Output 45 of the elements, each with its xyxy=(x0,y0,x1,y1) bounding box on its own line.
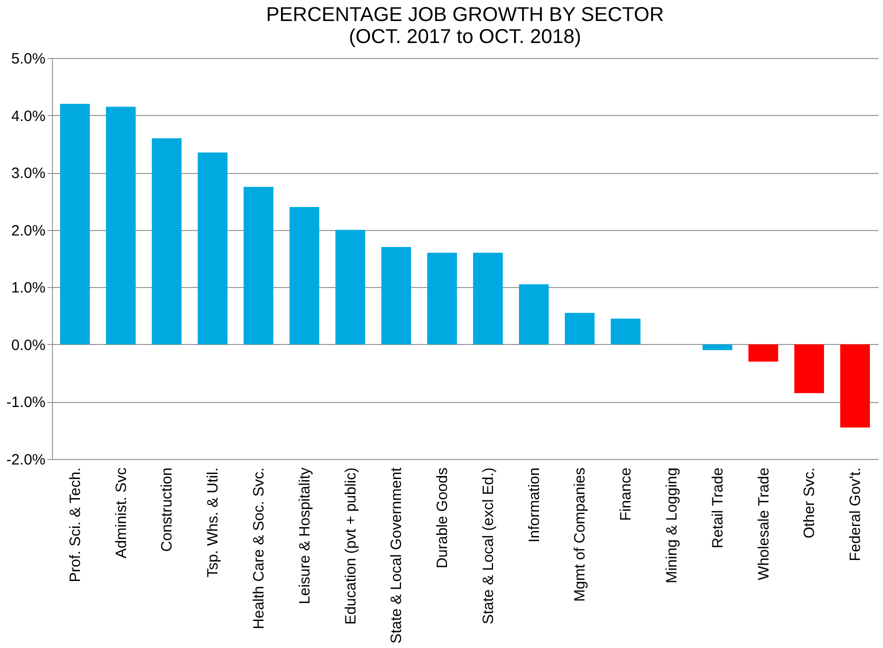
text: (OCT. 2017 to OCT. 2018) xyxy=(348,26,582,48)
bar xyxy=(748,344,778,362)
y-tick-label: 4.0% xyxy=(11,108,46,125)
x-tick-label: Education (pvt + public) xyxy=(342,467,360,625)
bar xyxy=(60,104,90,344)
x-tick-label: Federal Gov't. xyxy=(847,468,864,562)
y-tick-label: 1.0% xyxy=(11,280,46,297)
x-tick-label: State & Local Government xyxy=(388,466,406,644)
y-tick-label: 3.0% xyxy=(11,165,46,182)
x-tick-label: Leisure & Hospitality xyxy=(296,467,314,604)
bar xyxy=(702,344,732,350)
x-tick-label: Other Svc. xyxy=(801,468,818,538)
bar xyxy=(335,230,366,344)
x-tick-label: Durable Goods xyxy=(434,468,452,568)
x-tick-label: Health Care & Soc. Svc. xyxy=(250,468,268,630)
x-tick-label: Mgmt of Companies xyxy=(572,468,589,602)
x-tick-label: Information xyxy=(526,468,543,543)
y-tick-label: 0.0% xyxy=(11,336,46,354)
x-tick-label: Construction xyxy=(158,468,176,552)
bar xyxy=(244,186,274,344)
bar xyxy=(794,344,824,394)
bar xyxy=(564,312,595,344)
y-tick-label: -2.0% xyxy=(6,452,46,468)
bar xyxy=(198,152,228,344)
x-tick-label: Wholesale Trade xyxy=(755,468,772,580)
bar xyxy=(427,252,457,344)
x-tick-label: Mining & Logging xyxy=(664,468,680,584)
y-tick-label: 5.0% xyxy=(11,50,46,68)
x-tick-label: Tsp. Whs. & Util. xyxy=(204,468,222,578)
bar xyxy=(473,252,503,344)
x-tick-label: Retail Trade xyxy=(709,468,726,548)
bar xyxy=(840,344,870,428)
bar xyxy=(152,138,182,344)
y-tick-label: -1.0% xyxy=(6,394,46,412)
y-tick-label: 2.0% xyxy=(11,222,46,240)
bar xyxy=(106,106,136,344)
text: PERCENTAGE JOB GROWTH BY SECTOR xyxy=(266,4,664,26)
bar xyxy=(290,206,320,344)
bar xyxy=(610,318,640,344)
x-tick-label: Prof. Sci. & Tech. xyxy=(66,468,84,582)
x-tick-label: Administ. Svc xyxy=(112,467,130,558)
x-tick-label: Finance xyxy=(618,468,635,521)
bar xyxy=(381,247,412,344)
x-tick-label: State & Local (excl Ed.) xyxy=(480,468,497,624)
bar xyxy=(518,284,549,344)
